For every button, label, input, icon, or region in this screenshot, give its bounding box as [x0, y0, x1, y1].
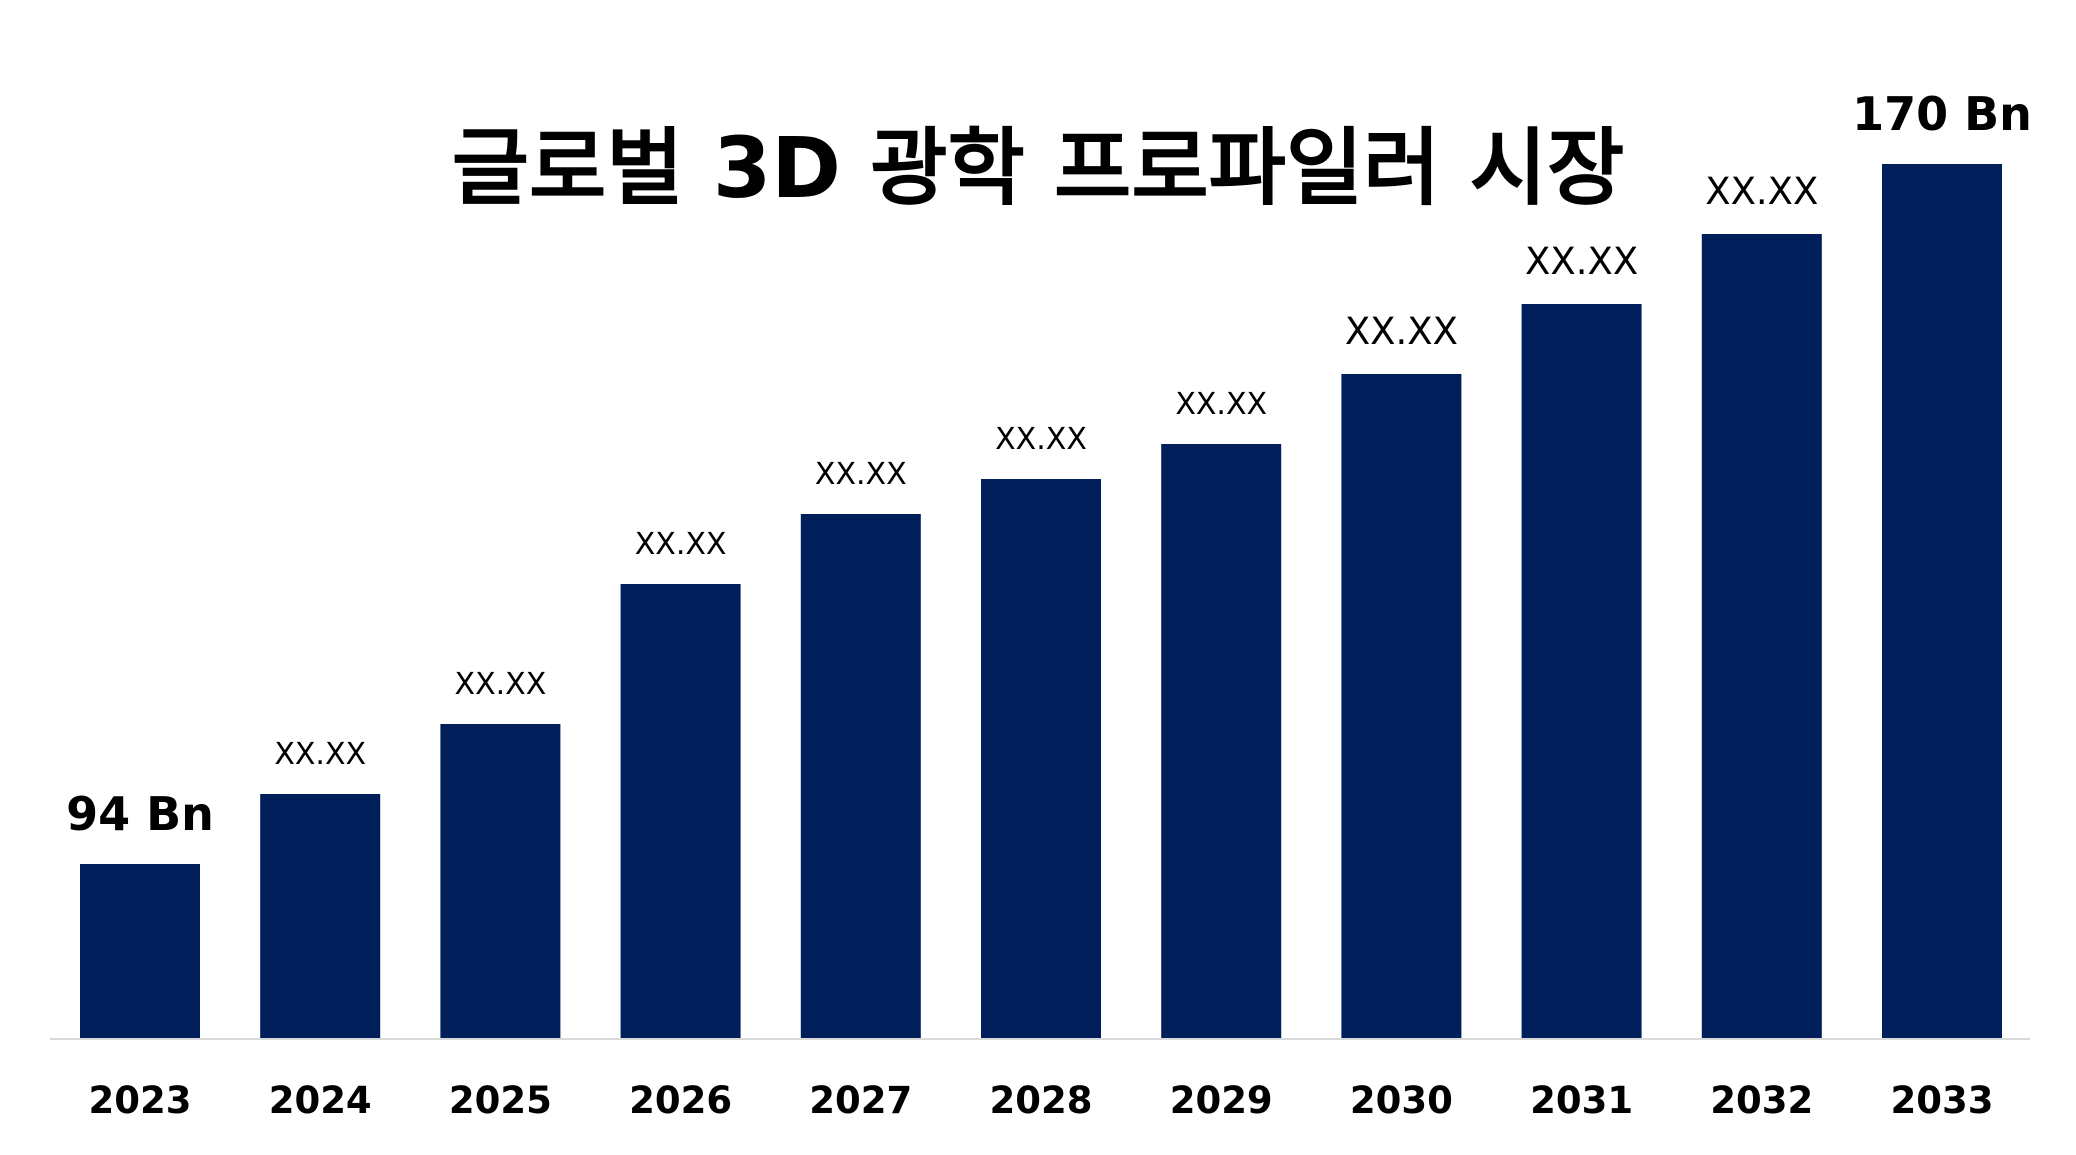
data-label-2029: XX.XX	[1175, 387, 1267, 422]
data-label-2024: XX.XX	[274, 737, 366, 772]
x-tick-2031: 2031	[1530, 1079, 1633, 1122]
bar-2031	[1521, 304, 1642, 1039]
bar-2032	[1701, 234, 1822, 1039]
data-label-2031: XX.XX	[1525, 240, 1638, 283]
bar-2033	[1882, 164, 2002, 1039]
bar-2024	[260, 794, 381, 1039]
bars-group	[80, 164, 2002, 1039]
x-tick-2024: 2024	[269, 1079, 372, 1122]
x-tick-2028: 2028	[990, 1079, 1093, 1122]
x-tick-2030: 2030	[1350, 1079, 1453, 1122]
data-label-2032: XX.XX	[1705, 170, 1818, 213]
x-tick-2027: 2027	[809, 1079, 912, 1122]
x-tick-2025: 2025	[449, 1079, 552, 1122]
x-tick-labels-group: 2023 2024 2025 2026 2027 2028 2029 2030 2031 2032…	[89, 1079, 1994, 1122]
data-label-2026: XX.XX	[635, 527, 727, 562]
data-label-2030: XX.XX	[1345, 310, 1458, 353]
data-label-2028: XX.XX	[995, 422, 1087, 457]
data-labels-group: 94 Bn XX.XX XX.XX XX.XX XX.XX XX.XX XX.XX XX.XX…	[66, 87, 2032, 841]
bar-2027	[800, 514, 921, 1039]
x-tick-2029: 2029	[1170, 1079, 1273, 1122]
bar-2029	[1161, 444, 1282, 1039]
bar-2026	[620, 584, 741, 1039]
x-tick-2032: 2032	[1710, 1079, 1813, 1122]
data-label-2027: XX.XX	[815, 457, 907, 492]
x-tick-2023: 2023	[89, 1079, 192, 1122]
bar-2025	[440, 724, 561, 1039]
x-tick-2026: 2026	[629, 1079, 732, 1122]
data-label-2025: XX.XX	[455, 667, 547, 702]
data-label-2033: 170 Bn	[1852, 87, 2032, 141]
bar-2030	[1341, 374, 1462, 1039]
bar-2028	[981, 479, 1101, 1039]
bar-2023	[80, 864, 200, 1039]
chart-title: 글로벌 3D 광학 프로파일러 시장	[451, 119, 1625, 217]
x-tick-2033: 2033	[1891, 1079, 1994, 1122]
data-label-2023: 94 Bn	[66, 787, 214, 841]
